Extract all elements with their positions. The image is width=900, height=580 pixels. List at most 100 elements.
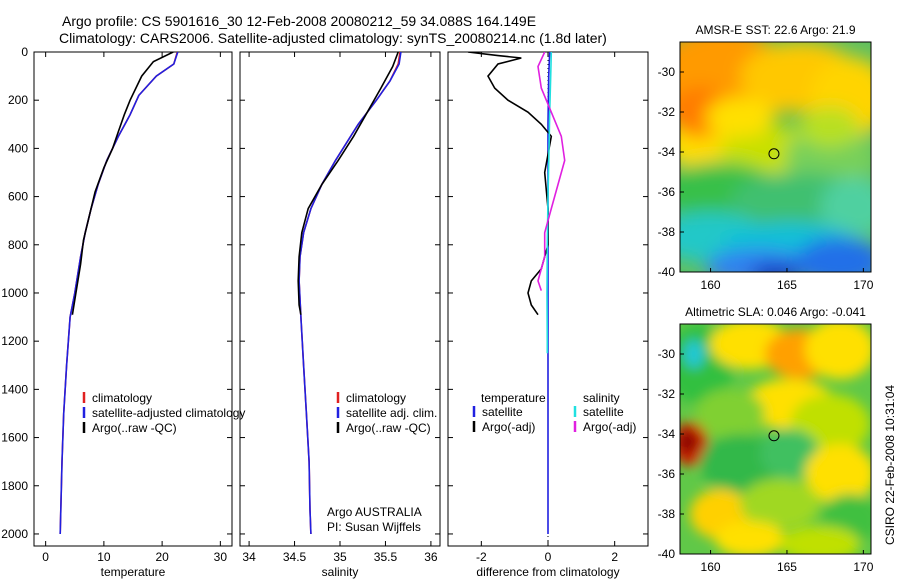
legend-satellite-adj-label: satellite adj. clim.	[346, 406, 437, 420]
sst_map-xtick-label: 165	[777, 278, 797, 292]
salinity-series-satellite-adj-clim	[298, 52, 402, 535]
map-color-patch	[740, 479, 820, 529]
sst_map-argo-marker	[768, 148, 780, 160]
difference-legend: temperature salinitysatelliteArgo(-adj)sa…	[472, 391, 636, 434]
difference-xtick-label: 0	[545, 550, 552, 564]
temperature-ytick-label: 600	[8, 190, 28, 204]
salinity-panel: 34 34.5 35 35.5 36 salinity	[239, 51, 441, 579]
temperature-xtick-label: 10	[97, 550, 111, 564]
temperature-ytick-label: 200	[8, 93, 28, 107]
difference-series-salinity-argo-adj	[537, 52, 566, 291]
sst_map-ytick-label: -34	[658, 145, 676, 159]
temperature-series-argo-raw-qc	[71, 52, 174, 315]
sla_map-title: Altimetric SLA: 0.046 Argo: -0.041	[685, 305, 866, 319]
legend-temp-argo-label: Argo(-adj)	[482, 420, 535, 434]
temperature-series-climatology	[59, 52, 179, 535]
sst_map-xtick-label: 160	[701, 278, 721, 292]
difference-xtick-label: -2	[476, 550, 487, 564]
salinity-xtick-label: 35.5	[374, 550, 398, 564]
difference-xlabel: difference from climatology	[476, 565, 619, 579]
pi-label: PI: Susan Wijffels	[327, 520, 421, 534]
legend-sal-satellite-label: satellite	[583, 405, 624, 419]
sst_map-ytick-label: -40	[658, 265, 676, 279]
legend-header-salinity: salinity	[583, 391, 620, 405]
map-color-patch	[805, 324, 871, 379]
sla_map-ytick-label: -38	[658, 507, 676, 521]
sla_map-ytick-label: -40	[658, 547, 676, 561]
temperature-ytick-label: 2000	[1, 527, 28, 541]
figure-title-line2: Climatology: CARS2006. Satellite-adjuste…	[59, 30, 607, 46]
sla_map-panel: Altimetric SLA: 0.046 Argo: -0.041 160 165…	[658, 305, 874, 574]
salinity-axes-frame	[239, 51, 441, 547]
temperature-xlabel: temperature	[101, 565, 166, 579]
temperature-xtick-label: 0	[42, 550, 49, 564]
temperature-axes-frame	[33, 51, 233, 547]
salinity-xtick-label: 36	[424, 550, 438, 564]
salinity-xtick-label: 34	[242, 550, 256, 564]
legend-argo-label: Argo(..raw -QC)	[346, 421, 431, 435]
map-color-patch	[695, 389, 765, 439]
map-color-patch	[760, 429, 820, 479]
difference-xtick-label: 2	[611, 550, 618, 564]
temperature-xtick-label: 20	[155, 550, 169, 564]
sst_map-field	[680, 42, 871, 272]
sst_map-ytick-label: -36	[658, 185, 676, 199]
temperature-ytick-label: 400	[8, 141, 28, 155]
temperature-series-satellite-adjusted-climatology	[59, 52, 179, 535]
salinity-xtick-label: 35	[333, 550, 347, 564]
map-color-patch	[805, 444, 871, 504]
argo-australia-label: Argo AUSTRALIA	[327, 505, 422, 519]
legend-argo-label: Argo(..raw -QC)	[92, 421, 177, 435]
sla_map-argo-marker	[768, 430, 780, 442]
temperature-ytick-label: 1000	[1, 286, 28, 300]
sst_map-xtick-label: 170	[853, 278, 873, 292]
sst_map-ytick-label: -32	[658, 105, 676, 119]
figure-title-line1: Argo profile: CS 5901616_30 12-Feb-2008 …	[62, 13, 537, 29]
salinity-xlabel: salinity	[322, 565, 359, 579]
map-color-patch	[705, 97, 775, 137]
sla_map-xtick-label: 170	[853, 560, 873, 574]
sla_map-xtick-label: 165	[777, 560, 797, 574]
map-color-patch	[820, 177, 871, 237]
difference-series-salinity-satellite	[546, 52, 553, 354]
map-color-patch	[700, 434, 780, 494]
salinity-xtick-label: 34.5	[283, 550, 307, 564]
sst_map-title: AMSR-E SST: 22.6 Argo: 21.9	[695, 23, 855, 37]
temperature-xtick-label: 30	[214, 550, 228, 564]
map-color-patch	[684, 340, 704, 368]
temperature-ytick-label: 0	[21, 45, 28, 59]
temperature-ytick-label: 1600	[1, 431, 28, 445]
legend-header-temperature: temperature	[481, 391, 546, 405]
sst_map-ytick-label: -38	[658, 225, 676, 239]
difference-series-temperature-argo-adj	[467, 52, 553, 316]
map-color-patch	[780, 526, 860, 554]
sla_map-field	[680, 324, 871, 554]
map-color-patch	[795, 237, 871, 272]
legend-climatology-label: climatology	[92, 391, 152, 405]
legend-satellite-adjusted-label: satellite-adjusted climatology	[92, 406, 245, 420]
map-color-patch	[715, 521, 785, 554]
map-color-patch	[800, 107, 860, 147]
sst_map-ytick-label: -30	[658, 65, 676, 79]
map-color-patch	[680, 430, 697, 454]
salinity-series-climatology	[298, 52, 401, 535]
legend-temp-satellite-label: satellite	[482, 405, 523, 419]
sla_map-ytick-label: -34	[658, 427, 676, 441]
sla_map-frame	[679, 323, 872, 555]
salinity-series-argo-raw-qc	[297, 52, 399, 315]
sla_map-ytick-label: -36	[658, 467, 676, 481]
sla_map-ytick-label: -30	[658, 347, 676, 361]
legend-climatology-label: climatology	[346, 391, 406, 405]
temperature-ytick-label: 1200	[1, 334, 28, 348]
legend-sal-argo-label: Argo(-adj)	[583, 420, 636, 434]
sla_map-ytick-label: -32	[658, 387, 676, 401]
sla_map-xtick-label: 160	[701, 560, 721, 574]
credit-label: CSIRO 22-Feb-2008 10:31:04	[883, 384, 897, 545]
temperature-ytick-label: 1400	[1, 382, 28, 396]
temperature-panel: 0 10 20 30 0 200 400 600 800 1000 1200 1400 1600 1800…	[1, 45, 233, 579]
temperature-ytick-label: 1800	[1, 479, 28, 493]
